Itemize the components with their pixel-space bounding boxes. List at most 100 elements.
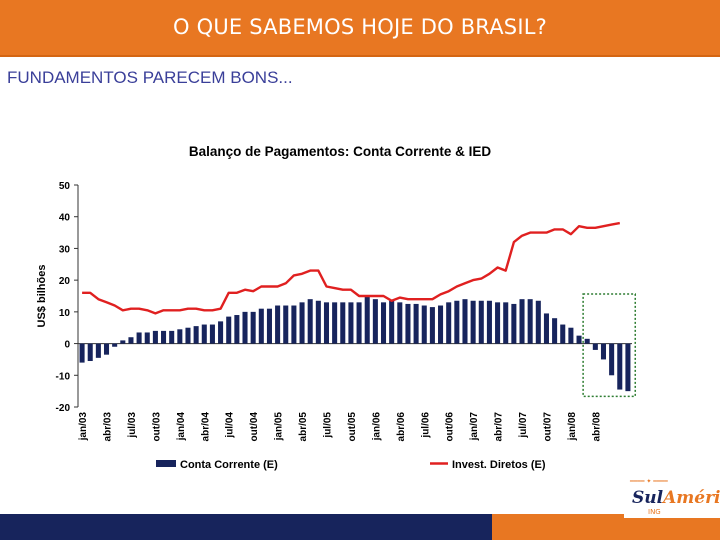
bar-conta-corrente [87, 343, 93, 362]
x-tick-label: jul/05 [323, 412, 334, 439]
bar-conta-corrente [144, 332, 150, 344]
bar-conta-corrente [226, 316, 232, 344]
x-tick-label: out/05 [347, 412, 358, 442]
bar-conta-corrente [364, 296, 370, 344]
bar-conta-corrente [103, 343, 110, 355]
x-tick-label: abr/08 [591, 412, 602, 442]
bar-conta-corrente [307, 299, 313, 344]
bar-conta-corrente [380, 302, 387, 344]
bar-conta-corrente [266, 308, 272, 344]
bar-conta-corrente [600, 343, 607, 360]
bar-conta-corrente [340, 302, 346, 344]
bar-conta-corrente [560, 324, 566, 344]
bar-conta-corrente [495, 302, 501, 344]
y-tick-label: 10 [59, 308, 71, 319]
slide-subtitle: FUNDAMENTOS PARECEM BONS... [7, 68, 293, 87]
bar-conta-corrente [511, 303, 517, 344]
legend-swatch-conta-corrente [156, 460, 176, 467]
y-tick-label: 50 [59, 181, 71, 192]
sulamerica-logo: ━━━━ ✦ ━━━━ SulAmérica ING [624, 476, 720, 518]
bar-conta-corrente [617, 343, 623, 390]
y-axis-label: US$ bilhões [36, 265, 48, 328]
bar-conta-corrente [201, 324, 207, 344]
bar-conta-corrente [454, 300, 460, 344]
y-tick-label: 40 [59, 213, 71, 224]
bar-conta-corrente [462, 299, 468, 344]
bar-conta-corrente [592, 343, 598, 350]
bar-conta-corrente [136, 332, 142, 344]
bar-conta-corrente [209, 324, 215, 344]
bar-conta-corrente [486, 300, 492, 344]
bar-conta-corrente [438, 305, 444, 344]
highlight-box [582, 293, 637, 398]
legend-label-conta-corrente: Conta Corrente (E) [180, 459, 278, 471]
header-bar: O QUE SABEMOS HOJE DO BRASIL? [0, 0, 720, 57]
x-tick-label: jul/07 [518, 412, 529, 439]
y-tick-label: 0 [64, 340, 70, 351]
footer-navy-band [0, 514, 492, 540]
bar-conta-corrente [79, 343, 85, 363]
legend-label-invest-diretos: Invest. Diretos (E) [452, 459, 546, 471]
bar-conta-corrente [609, 343, 615, 376]
bar-conta-corrente [625, 343, 631, 392]
bar-conta-corrente [128, 337, 134, 344]
bar-conta-corrente [185, 327, 191, 344]
bar-conta-corrente [389, 300, 395, 344]
bar-conta-corrente [568, 327, 574, 344]
bar-conta-corrente [283, 305, 289, 344]
bar-conta-corrente [152, 330, 158, 344]
bar-conta-corrente [275, 305, 281, 344]
bar-conta-corrente [234, 315, 240, 344]
line-invest-diretos [82, 221, 621, 315]
y-tick-label: -10 [56, 371, 71, 382]
logo-tagline-graphic: ━━━━ ✦ ━━━━ [630, 478, 668, 485]
bar-conta-corrente [299, 302, 305, 344]
bar-conta-corrente [112, 343, 118, 347]
bar-conta-corrente [95, 343, 101, 358]
bar-conta-corrente [478, 300, 484, 344]
logo-partner: ING [648, 508, 661, 516]
x-tick-label: out/06 [445, 412, 456, 442]
y-tick-label: 30 [59, 244, 71, 255]
bar-conta-corrente [348, 302, 354, 344]
bar-conta-corrente [584, 338, 590, 344]
logo-wordmark: SulAmérica [632, 488, 720, 508]
bar-conta-corrente [258, 308, 264, 344]
x-tick-label: abr/06 [396, 412, 407, 442]
x-tick-label: jan/05 [274, 412, 285, 442]
bar-conta-corrente [242, 311, 248, 344]
bar-conta-corrente [543, 313, 549, 344]
bar-conta-corrente [218, 321, 224, 344]
bar-conta-corrente [446, 302, 452, 344]
x-tick-label: abr/05 [298, 412, 309, 442]
x-tick-label: jan/06 [371, 412, 382, 442]
x-tick-label: abr/04 [200, 412, 211, 442]
bar-conta-corrente [291, 305, 297, 344]
y-tick-label: 20 [59, 276, 71, 287]
x-tick-label: abr/07 [494, 412, 505, 442]
y-tick-label: -20 [56, 403, 71, 414]
x-tick-label: out/04 [249, 412, 260, 442]
bar-conta-corrente [535, 300, 541, 344]
bar-conta-corrente [161, 330, 167, 344]
x-tick-label: jul/04 [225, 412, 236, 439]
x-tick-label: jul/03 [127, 412, 138, 439]
bar-conta-corrente [552, 318, 558, 344]
bar-conta-corrente [470, 300, 476, 344]
bar-conta-corrente [356, 302, 362, 344]
bar-conta-corrente [527, 299, 533, 344]
bar-conta-corrente [421, 305, 427, 344]
bar-conta-corrente [372, 299, 378, 344]
x-tick-label: jul/06 [420, 412, 431, 439]
bar-conta-corrente [315, 300, 321, 344]
bar-conta-corrente [397, 302, 403, 344]
x-tick-label: jan/07 [469, 412, 480, 442]
bar-conta-corrente [503, 302, 509, 344]
x-tick-label: jan/03 [78, 412, 89, 442]
bar-conta-corrente [519, 299, 525, 344]
x-tick-label: out/07 [543, 412, 554, 442]
bar-conta-corrente [576, 335, 582, 344]
bar-conta-corrente [405, 303, 411, 344]
chart-title: Balanço de Pagamentos: Conta Corrente & … [189, 144, 492, 159]
x-tick-label: out/03 [151, 412, 162, 442]
